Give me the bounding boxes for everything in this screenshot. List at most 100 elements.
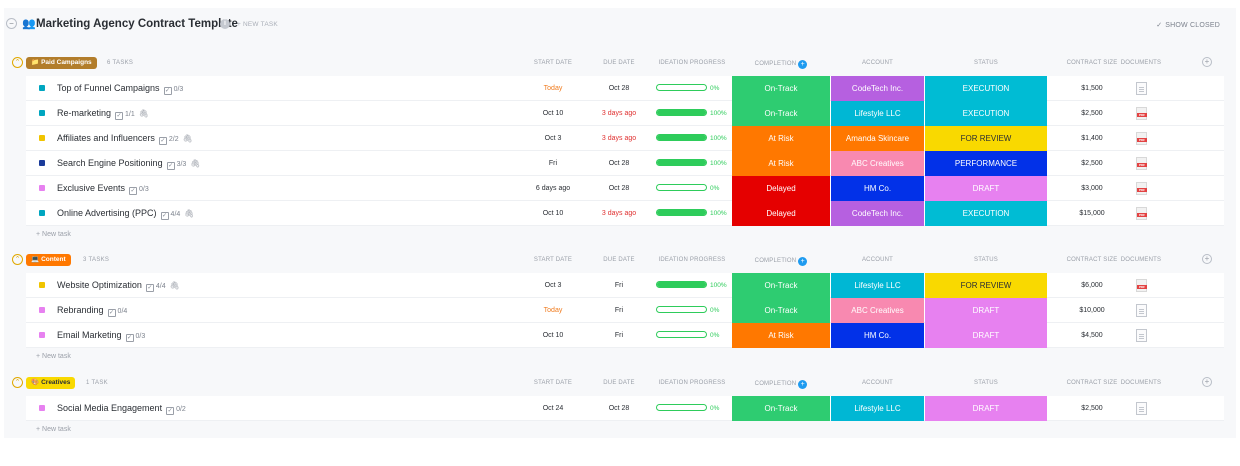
empty-file-icon[interactable] <box>1136 329 1147 342</box>
status-square-icon[interactable] <box>39 282 45 288</box>
start-date[interactable]: 6 days ago <box>535 185 571 192</box>
group-pill[interactable]: 📁 Paid Campaigns <box>26 57 97 69</box>
status-cell[interactable]: EXECUTION <box>925 201 1047 226</box>
status-square-icon[interactable] <box>39 135 45 141</box>
account-cell[interactable]: Lifestyle LLC <box>831 273 924 298</box>
col-completion[interactable]: COMPLETION + <box>732 257 830 266</box>
col-due-date[interactable]: DUE DATE <box>584 60 654 66</box>
due-date[interactable]: Oct 28 <box>608 185 630 192</box>
group-collapse-icon[interactable]: ⌃ <box>12 254 23 265</box>
completion-cell[interactable]: Delayed <box>732 176 830 201</box>
due-date[interactable]: Oct 28 <box>608 160 630 167</box>
task-name[interactable]: Website Optimization ✓ 4/4 🖇 <box>57 280 180 292</box>
due-date[interactable]: 3 days ago <box>601 110 637 117</box>
contract-size[interactable]: $2,500 <box>1081 160 1103 167</box>
status-square-icon[interactable] <box>39 185 45 191</box>
col-due-date[interactable]: DUE DATE <box>584 380 654 386</box>
ideation-progress-bar[interactable] <box>656 134 707 141</box>
ideation-progress-bar[interactable] <box>656 404 707 411</box>
contract-size[interactable]: $1,400 <box>1081 135 1103 142</box>
empty-file-icon[interactable] <box>1136 402 1147 415</box>
pdf-file-icon[interactable]: PDF <box>1136 157 1147 170</box>
sort-icon[interactable]: + <box>798 380 808 389</box>
ideation-progress-bar[interactable] <box>656 209 707 216</box>
col-account[interactable]: ACCOUNT <box>831 257 924 263</box>
col-contract-size[interactable]: CONTRACT SIZE <box>1047 60 1137 66</box>
pdf-file-icon[interactable]: PDF <box>1136 182 1147 195</box>
task-name[interactable]: Search Engine Positioning ✓ 3/3 🖇 <box>57 158 200 170</box>
due-date[interactable]: Fri <box>614 282 624 289</box>
task-name[interactable]: Top of Funnel Campaigns ✓ 0/3 <box>57 83 183 95</box>
group-pill[interactable]: 🎨 Creatives <box>26 377 76 389</box>
due-date[interactable]: Fri <box>614 307 624 314</box>
status-square-icon[interactable] <box>39 405 45 411</box>
task-name[interactable]: Exclusive Events ✓ 0/3 <box>57 183 149 195</box>
account-cell[interactable]: HM Co. <box>831 176 924 201</box>
collapse-icon[interactable]: − <box>6 18 17 29</box>
subtask-count[interactable]: ✓ 1/1 <box>115 111 135 120</box>
task-name[interactable]: Online Advertising (PPC) ✓ 4/4 🖇 <box>57 208 194 220</box>
ideation-progress-bar[interactable] <box>656 109 707 116</box>
status-cell[interactable]: DRAFT <box>925 176 1047 201</box>
completion-cell[interactable]: Delayed <box>732 201 830 226</box>
status-cell[interactable]: DRAFT <box>925 323 1047 348</box>
account-cell[interactable]: CodeTech Inc. <box>831 201 924 226</box>
new-task-button[interactable]: + New task <box>36 426 71 433</box>
status-square-icon[interactable] <box>39 110 45 116</box>
completion-cell[interactable]: On-Track <box>732 76 830 101</box>
status-square-icon[interactable] <box>39 160 45 166</box>
task-name[interactable]: Re-marketing ✓ 1/1 🖇 <box>57 108 149 120</box>
new-task-button[interactable]: + New task <box>36 231 71 238</box>
contract-size[interactable]: $1,500 <box>1081 85 1103 92</box>
col-start-date[interactable]: START DATE <box>515 380 591 386</box>
contract-size[interactable]: $3,000 <box>1081 185 1103 192</box>
table-row[interactable]: Re-marketing ✓ 1/1 🖇 Oct 10 3 days ago 100% On-… <box>26 101 1224 126</box>
table-row[interactable]: Social Media Engagement ✓ 0/2 Oct 24 Oct 28 0… <box>26 396 1224 421</box>
contract-size[interactable]: $6,000 <box>1081 282 1103 289</box>
new-task-button[interactable]: + New task <box>36 353 71 360</box>
start-date[interactable]: Oct 3 <box>544 135 562 142</box>
sort-icon[interactable]: + <box>798 257 808 266</box>
due-date[interactable]: Oct 28 <box>608 405 630 412</box>
account-cell[interactable]: ABC Creatives <box>831 151 924 176</box>
task-name[interactable]: Affiliates and Influencers ✓ 2/2 🖇 <box>57 133 193 145</box>
table-row[interactable]: Email Marketing ✓ 0/3 Oct 10 Fri 0% At Risk HM … <box>26 323 1224 348</box>
new-task-button[interactable]: + NEW TASK <box>237 21 278 28</box>
completion-cell[interactable]: At Risk <box>732 323 830 348</box>
subtask-count[interactable]: ✓ 0/3 <box>125 333 145 342</box>
status-square-icon[interactable] <box>39 307 45 313</box>
status-cell[interactable]: FOR REVIEW <box>925 126 1047 151</box>
completion-cell[interactable]: At Risk <box>732 151 830 176</box>
table-row[interactable]: Rebranding ✓ 0/4 Today Fri 0% On-Track ABC Crea… <box>26 298 1224 323</box>
col-documents[interactable]: DOCUMENTS <box>1116 380 1166 386</box>
col-ideation-progress[interactable]: IDEATION PROGRESS <box>652 60 732 66</box>
subtask-count[interactable]: ✓ 2/2 <box>158 136 179 145</box>
status-square-icon[interactable] <box>39 332 45 338</box>
col-ideation-progress[interactable]: IDEATION PROGRESS <box>652 257 732 263</box>
start-date[interactable]: Oct 10 <box>542 332 564 339</box>
paperclip-icon[interactable]: 🖇 <box>184 209 195 218</box>
ideation-progress-bar[interactable] <box>656 184 707 191</box>
paperclip-icon[interactable]: 🖇 <box>182 134 193 143</box>
table-row[interactable]: Top of Funnel Campaigns ✓ 0/3 Today Oct 28 0%… <box>26 76 1224 101</box>
subtask-count[interactable]: ✓ 0/3 <box>163 86 183 95</box>
col-status[interactable]: STATUS <box>925 60 1047 66</box>
completion-cell[interactable]: At Risk <box>732 126 830 151</box>
ideation-progress-bar[interactable] <box>656 306 707 313</box>
account-cell[interactable]: Lifestyle LLC <box>831 396 924 421</box>
table-row[interactable]: Exclusive Events ✓ 0/3 6 days ago Oct 28 0% De… <box>26 176 1224 201</box>
start-date[interactable]: Oct 10 <box>542 110 564 117</box>
start-date[interactable]: Oct 3 <box>544 282 562 289</box>
account-cell[interactable]: HM Co. <box>831 323 924 348</box>
col-documents[interactable]: DOCUMENTS <box>1116 257 1166 263</box>
pdf-file-icon[interactable]: PDF <box>1136 207 1147 220</box>
completion-cell[interactable]: On-Track <box>732 273 830 298</box>
status-cell[interactable]: PERFORMANCE <box>925 151 1047 176</box>
task-name[interactable]: Social Media Engagement ✓ 0/2 <box>57 403 186 415</box>
col-account[interactable]: ACCOUNT <box>831 60 924 66</box>
empty-file-icon[interactable] <box>1136 82 1147 95</box>
due-date[interactable]: Oct 28 <box>608 85 630 92</box>
account-cell[interactable]: Amanda Skincare <box>831 126 924 151</box>
show-closed-button[interactable]: ✓ SHOW CLOSED <box>1156 21 1220 29</box>
subtask-count[interactable]: ✓ 0/2 <box>166 406 186 415</box>
